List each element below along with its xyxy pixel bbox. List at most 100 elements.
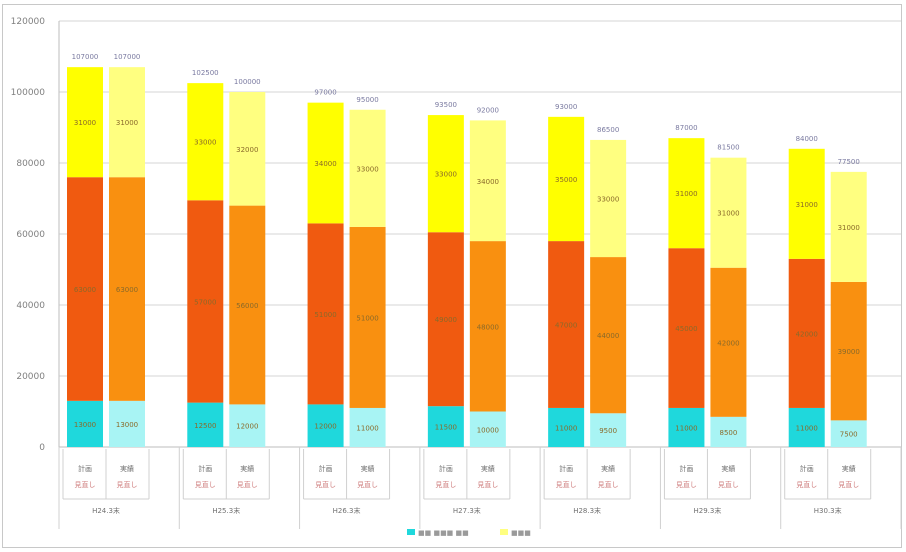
bar-category-label-g1-b1: 実績 [240,464,254,473]
bar-category-label-g6-b0: 計画 [800,464,814,473]
bar-segment-g1-b1-s2 [229,92,266,206]
bar-segment-g0-b0-s0 [67,400,103,447]
y-tick-label-3: 60000 [16,230,45,240]
group-label-2: H26.3末 [333,506,361,515]
total-label-g4-b0: 93000 [555,103,577,111]
bar-segment-g4-b0-s1 [548,241,585,408]
segment-label-g4-b0-s0: 11000 [555,424,577,432]
bar-sub-label-g3-b1: 見直し [477,480,498,489]
bar-segment-g2-b1-s2 [349,109,386,227]
bar-segment-g4-b1-s2 [590,139,627,258]
bar-segment-g2-b0-s2 [307,102,344,224]
bar-segment-g4-b0-s0 [548,407,585,447]
bar-segment-g6-b0-s0 [788,407,825,447]
total-label-g1-b0: 102500 [192,69,219,77]
segment-label-g1-b1-s2: 32000 [236,146,258,154]
y-tick-label-1: 20000 [16,372,45,382]
segment-label-g6-b1-s1: 39000 [838,348,860,356]
bar-segment-g2-b1-s1 [349,226,386,408]
y-tick-label-5: 100000 [11,88,46,98]
segment-label-g5-b0-s1: 45000 [675,325,697,333]
bar-segment-g6-b0-s1 [788,258,825,408]
y-axis: 0 20000 40000 60000 80000 100000 120000 [11,17,60,453]
bar-segment-g5-b1-s1 [710,267,747,417]
segment-label-g4-b1-s0: 9500 [599,427,617,435]
segment-label-g0-b1-s2: 31000 [116,119,138,127]
bar-sub-label-g6-b0: 見直し [796,480,817,489]
bar-segment-g6-b0-s2 [788,148,825,259]
total-label-g4-b1: 86500 [597,126,619,134]
segment-label-g2-b0-s2: 34000 [314,160,336,168]
bar-segment-g0-b1-s2 [109,67,145,178]
bar-segment-g5-b1-s2 [710,157,747,268]
y-tick-label-0: 0 [39,443,45,453]
bar-segment-g6-b1-s0 [830,420,867,447]
legend-label-1: ■■■ [511,529,531,537]
bar-segment-g0-b0-s2 [67,67,103,178]
bar-sub-label-g6-b1: 見直し [838,480,859,489]
bar-sub-label-g1-b1: 見直し [237,480,258,489]
stacked-bar-chart: 0 20000 40000 60000 80000 100000 120000 13000 6… [11,17,902,537]
y-tick-label-4: 80000 [16,159,45,169]
bar-category-label-g5-b1: 実績 [721,464,735,473]
bar-category-label-g6-b1: 実績 [842,464,856,473]
bar-sub-label-g0-b0: 見直し [75,480,96,489]
total-label-g3-b1: 92000 [477,106,499,114]
bar-segment-g5-b1-s0 [710,416,747,447]
bar-category-label-g4-b0: 計画 [559,464,573,473]
segment-label-g3-b0-s1: 49000 [435,316,457,324]
y-tick-label-2: 40000 [16,301,45,311]
segment-label-g0-b1-s0: 13000 [116,421,138,429]
bar-sub-label-g2-b1: 見直し [357,480,378,489]
segment-label-g3-b1-s2: 34000 [477,178,499,186]
bar-segment-g0-b0-s1 [67,177,103,401]
bar-sub-label-g1-b0: 見直し [195,480,216,489]
bar-segment-g0-b1-s1 [109,177,145,401]
bar-sub-label-g2-b0: 見直し [315,480,336,489]
y-tick-label-6: 120000 [11,17,46,27]
segment-label-g2-b1-s0: 11000 [356,424,378,432]
bar-segment-g1-b0-s0 [187,402,224,447]
segment-label-g6-b1-s2: 31000 [838,224,860,232]
bars: 13000 63000 31000 107000 13000 63000 31000 1070… [67,53,867,447]
segment-label-g4-b0-s2: 35000 [555,176,577,184]
segment-label-g2-b1-s2: 33000 [356,165,378,173]
group-label-0: H24.3末 [92,506,120,515]
segment-label-g3-b0-s2: 33000 [435,171,457,179]
bar-segment-g6-b1-s1 [830,281,867,421]
segment-label-g3-b1-s1: 48000 [477,323,499,331]
bar-category-label-g0-b1: 実績 [120,464,134,473]
bar-segment-g1-b0-s1 [187,200,224,403]
total-label-g6-b1: 77500 [838,158,860,166]
segment-label-g1-b0-s1: 57000 [194,298,216,306]
bar-segment-g5-b0-s1 [668,248,705,408]
total-label-g2-b1: 95000 [356,96,378,104]
bar-category-label-g0-b0: 計画 [78,464,92,473]
bar-category-label-g2-b0: 計画 [319,464,333,473]
group-label-3: H27.3末 [453,506,481,515]
segment-label-g0-b1-s1: 63000 [116,286,138,294]
bar-sub-label-g5-b0: 見直し [676,480,697,489]
bar-segment-g3-b1-s1 [469,241,506,412]
bar-category-label-g3-b1: 実績 [481,464,495,473]
bar-segment-g1-b1-s0 [229,404,266,447]
segment-label-g1-b1-s1: 56000 [236,302,258,310]
legend: ■■ ■■■ ■■ ■■■ [407,529,531,537]
bar-segment-g5-b0-s0 [668,407,705,447]
group-label-5: H29.3末 [693,506,721,515]
chart-frame: 0 20000 40000 60000 80000 100000 120000 13000 6… [2,4,902,548]
total-label-g0-b0: 107000 [72,53,99,61]
bar-category-label-g4-b1: 実績 [601,464,615,473]
bar-category-label-g1-b0: 計画 [198,464,212,473]
segment-label-g6-b0-s1: 42000 [796,330,818,338]
group-label-4: H28.3末 [573,506,601,515]
bar-category-label-g2-b1: 実績 [361,464,375,473]
total-label-g0-b1: 107000 [114,53,141,61]
segment-label-g1-b0-s2: 33000 [194,139,216,147]
bar-segment-g6-b1-s2 [830,171,867,282]
segment-label-g2-b1-s1: 51000 [356,314,378,322]
bar-segment-g0-b1-s0 [109,400,145,447]
segment-label-g2-b0-s1: 51000 [314,311,336,319]
bar-segment-g2-b1-s0 [349,407,386,447]
